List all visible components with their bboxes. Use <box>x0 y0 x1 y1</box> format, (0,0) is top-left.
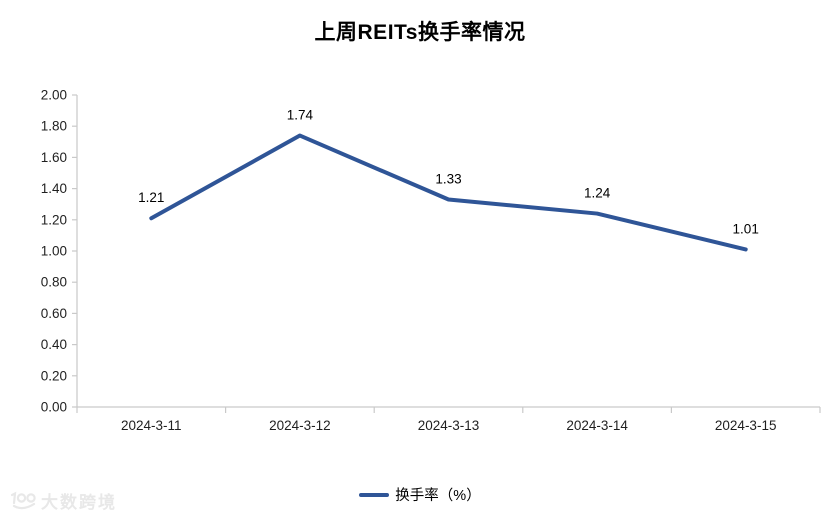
x-axis-label: 2024-3-11 <box>121 418 182 433</box>
y-axis-tick-label: 1.80 <box>41 119 67 134</box>
y-axis-tick-label: 1.00 <box>41 244 67 259</box>
y-axis-tick-label: 0.40 <box>41 337 67 352</box>
y-axis-tick-label: 1.40 <box>41 181 67 196</box>
data-label: 1.01 <box>733 221 759 236</box>
series-line <box>149 133 748 252</box>
chart-title: 上周REITs换手率情况 <box>314 21 526 44</box>
y-axis-tick-label: 0.20 <box>41 368 67 383</box>
y-axis-tick-label: 0.00 <box>41 400 67 415</box>
x-axis-label: 2024-3-15 <box>715 418 777 433</box>
x-axis-label: 2024-3-14 <box>566 418 628 433</box>
data-label: 1.21 <box>138 190 164 205</box>
x-axis-label: 2024-3-13 <box>418 418 480 433</box>
data-label: 1.24 <box>584 186 611 201</box>
x-axis-label: 2024-3-12 <box>269 418 331 433</box>
watermark-logo-icon <box>10 491 36 509</box>
y-axis-tick-label: 0.80 <box>41 275 67 290</box>
watermark: 大数跨境 <box>8 488 117 513</box>
y-axis-tick-label: 1.60 <box>41 150 67 165</box>
y-axis-tick-label: 1.20 <box>41 212 67 227</box>
watermark-text: 大数跨境 <box>41 493 117 512</box>
y-axis-tick-label: 2.00 <box>41 88 67 103</box>
legend: 换手率（%） <box>0 484 840 505</box>
data-label: 1.33 <box>435 172 461 187</box>
legend-series-label: 换手率（%） <box>395 488 481 504</box>
legend-line-swatch <box>359 492 390 497</box>
data-label: 1.74 <box>287 108 314 123</box>
y-axis-tick-label: 0.60 <box>41 306 67 321</box>
